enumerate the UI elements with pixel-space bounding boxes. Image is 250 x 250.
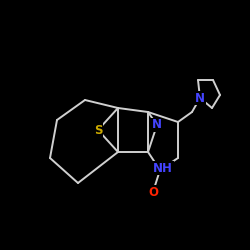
Text: S: S xyxy=(94,124,102,136)
Text: O: O xyxy=(148,186,158,198)
Text: NH: NH xyxy=(153,162,173,174)
Text: N: N xyxy=(195,92,205,104)
Text: N: N xyxy=(152,118,162,132)
